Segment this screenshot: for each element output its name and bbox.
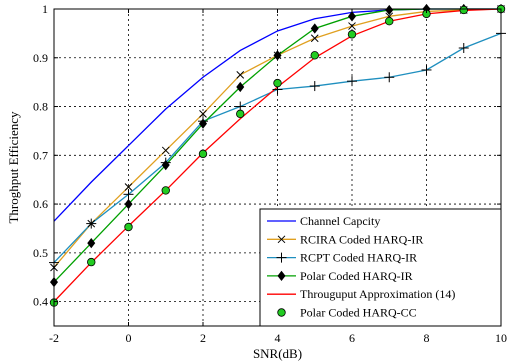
x-axis-label: SNR(dB) <box>253 346 302 361</box>
series-5-point <box>161 186 170 195</box>
series-1-point <box>199 110 207 118</box>
x-tick-label: 0 <box>126 331 132 345</box>
legend-label: RCPT Coded HARQ-IR <box>300 251 417 265</box>
series-5-point <box>273 78 282 88</box>
x-tick-label: 10 <box>495 331 507 345</box>
series-5-point <box>198 149 208 159</box>
series-3-point <box>385 4 394 16</box>
series-3-point <box>161 159 170 171</box>
x-tick-label: 2 <box>200 331 206 345</box>
series-5-point <box>459 5 468 15</box>
series-5-point <box>87 257 96 267</box>
legend: Channel Capcity RCIRA Coded HARQ-IR RCPT C… <box>259 208 502 327</box>
x-tick-label: -2 <box>49 331 59 345</box>
series-2-point <box>86 218 97 229</box>
legend-box <box>259 208 502 327</box>
series-2-point <box>384 72 395 83</box>
series-5-point <box>385 16 394 26</box>
legend-label: RCIRA Coded HARQ-IR <box>300 232 423 246</box>
series-1-point <box>124 183 133 191</box>
legend-swatch-marker <box>277 308 286 317</box>
y-tick-label: 0.9 <box>33 51 48 65</box>
x-tick-label: 8 <box>424 331 430 345</box>
series-2-point <box>123 189 134 200</box>
y-tick-label: 0.4 <box>33 295 48 309</box>
series-1-point <box>348 22 356 30</box>
legend-swatch-marker <box>277 235 286 244</box>
legend-label: Polar Coded HARQ-IR <box>300 269 413 283</box>
series-3-point <box>124 198 133 210</box>
series-2-point <box>347 76 357 87</box>
y-axis-label: Throghput Efficiency <box>6 111 21 224</box>
series-1-point <box>161 146 170 155</box>
series-3-point <box>87 237 96 249</box>
legend-swatch-marker <box>276 252 287 263</box>
series-3-point <box>273 50 282 61</box>
series-2-point <box>421 64 432 75</box>
legend-swatch-marker <box>277 270 286 282</box>
series-3-point <box>236 81 245 93</box>
y-tick-label: 1 <box>42 2 48 16</box>
y-tick-label: 0.6 <box>33 197 48 211</box>
x-tick-label: 4 <box>275 331 281 345</box>
series-2-point <box>309 81 320 92</box>
x-tick-label: 6 <box>349 331 355 345</box>
legend-label: Througuput Approximation (14) <box>300 287 455 301</box>
series-3-point <box>347 11 357 22</box>
series-5-point <box>124 222 133 232</box>
y-tick-label: 0.8 <box>33 100 48 114</box>
series-3-point <box>198 118 208 129</box>
series-markers <box>49 3 506 307</box>
legend-label: Channel Capcity <box>300 214 380 228</box>
legend-label: Polar Coded HARQ-CC <box>300 306 417 320</box>
series-1-point <box>310 34 319 43</box>
series-5-point <box>310 51 319 60</box>
y-tick-label: 0.5 <box>33 246 48 260</box>
y-tick-label: 0.7 <box>33 148 48 162</box>
series-5-point <box>236 109 245 119</box>
series-3-point <box>310 23 319 34</box>
series-5-point <box>347 30 357 39</box>
series-2-point <box>458 43 469 54</box>
series-1-point <box>236 70 245 79</box>
